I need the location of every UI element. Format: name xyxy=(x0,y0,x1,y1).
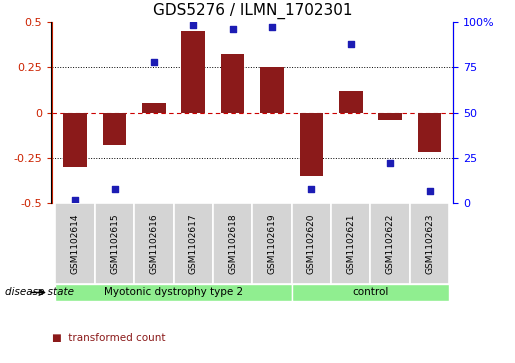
Text: GSM1102623: GSM1102623 xyxy=(425,213,434,274)
Bar xyxy=(95,203,134,284)
Bar xyxy=(339,91,363,113)
Bar xyxy=(102,113,126,145)
Bar xyxy=(331,203,370,284)
Bar xyxy=(291,284,449,301)
Bar xyxy=(56,284,291,301)
Bar xyxy=(181,31,205,113)
Point xyxy=(71,197,79,203)
Text: GSM1102621: GSM1102621 xyxy=(346,213,355,274)
Point xyxy=(386,160,394,166)
Bar xyxy=(370,203,410,284)
Bar xyxy=(142,103,166,113)
Bar xyxy=(56,203,95,284)
Text: Myotonic dystrophy type 2: Myotonic dystrophy type 2 xyxy=(104,287,243,297)
Point xyxy=(425,188,434,193)
Bar xyxy=(418,113,441,152)
Bar xyxy=(174,203,213,284)
Bar xyxy=(410,203,449,284)
Text: disease state: disease state xyxy=(5,287,74,297)
Text: GSM1102615: GSM1102615 xyxy=(110,213,119,274)
Bar xyxy=(63,113,87,167)
Text: ■  transformed count: ■ transformed count xyxy=(52,333,165,343)
Point xyxy=(189,23,197,28)
Point xyxy=(229,26,237,32)
Text: GSM1102618: GSM1102618 xyxy=(228,213,237,274)
Point xyxy=(347,41,355,46)
Bar xyxy=(213,203,252,284)
Text: GSM1102620: GSM1102620 xyxy=(307,213,316,274)
Text: GSM1102617: GSM1102617 xyxy=(189,213,198,274)
Point xyxy=(110,186,118,192)
Text: GSM1102614: GSM1102614 xyxy=(71,213,80,274)
Text: control: control xyxy=(352,287,389,297)
Text: GSM1102622: GSM1102622 xyxy=(386,213,394,274)
Point xyxy=(150,59,158,65)
Bar xyxy=(252,203,291,284)
Bar xyxy=(134,203,174,284)
Bar xyxy=(379,113,402,120)
Point xyxy=(307,186,316,192)
Text: GSM1102619: GSM1102619 xyxy=(267,213,277,274)
Bar xyxy=(291,203,331,284)
Title: GDS5276 / ILMN_1702301: GDS5276 / ILMN_1702301 xyxy=(152,3,352,19)
Bar xyxy=(221,54,245,113)
Text: GSM1102616: GSM1102616 xyxy=(149,213,159,274)
Bar xyxy=(260,67,284,113)
Bar xyxy=(300,113,323,176)
Point xyxy=(268,24,276,30)
